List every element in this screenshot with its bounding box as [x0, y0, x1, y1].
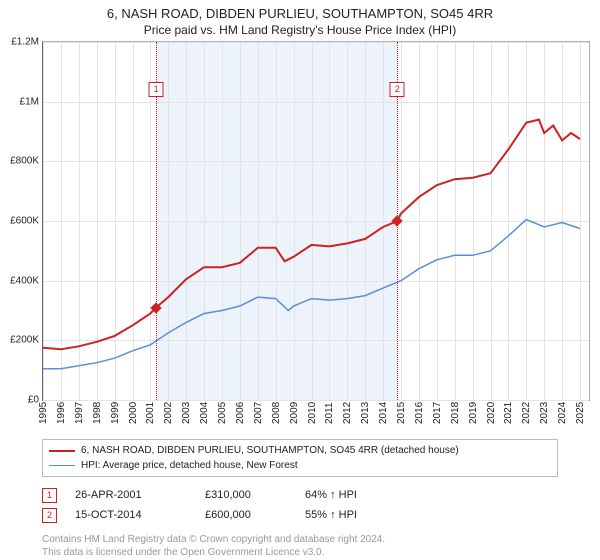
sales-table: 1 26-APR-2001£310,00064% ↑ HPI 2 15-OCT-201…: [42, 485, 558, 525]
x-axis-label: 2009: [289, 402, 300, 424]
sale-date: 15-OCT-2014: [75, 509, 205, 521]
footer-line: Contains HM Land Registry data © Crown c…: [42, 533, 558, 546]
sale-price: £310,000: [205, 489, 305, 501]
x-axis-label: 2008: [271, 402, 282, 424]
marker-box: 1: [149, 82, 164, 97]
chart-title: 6, NASH ROAD, DIBDEN PURLIEU, SOUTHAMPTO…: [0, 0, 600, 21]
x-axis-label: 2011: [324, 402, 335, 424]
x-axis-label: 2010: [307, 402, 318, 424]
marker-box: 2: [390, 82, 405, 97]
sale-marker: 1: [42, 488, 57, 503]
x-axis-label: 2003: [181, 402, 192, 424]
x-axis-label: 1999: [110, 402, 121, 424]
sale-row: 2 15-OCT-2014£600,00055% ↑ HPI: [42, 505, 558, 525]
sale-price: £600,000: [205, 509, 305, 521]
line-layer: [43, 42, 589, 400]
sale-hpi: 64% ↑ HPI: [305, 489, 425, 501]
x-axis-label: 2020: [486, 402, 497, 424]
x-axis-label: 2019: [468, 402, 479, 424]
x-axis-label: 2013: [360, 402, 371, 424]
x-axis-label: 2002: [163, 402, 174, 424]
x-axis-label: 2022: [521, 402, 532, 424]
sale-marker: 2: [42, 508, 57, 523]
chart-plot-area: £0£200K£400K£600K£800K£1M£1.2M1995199619…: [42, 41, 590, 401]
x-axis-label: 2017: [432, 402, 443, 424]
x-axis-label: 2024: [557, 402, 568, 424]
series-price_paid: [43, 120, 580, 350]
x-axis-label: 2023: [539, 402, 550, 424]
y-axis-label: £400K: [10, 275, 39, 286]
series-hpi: [43, 220, 580, 369]
x-axis-label: 2004: [199, 402, 210, 424]
x-axis-label: 2025: [575, 402, 586, 424]
legend-item: HPI: Average price, detached house, New …: [49, 458, 551, 473]
x-axis-label: 2021: [503, 402, 514, 424]
y-axis-label: £1M: [20, 96, 39, 107]
x-axis-label: 2000: [128, 402, 139, 424]
x-axis-label: 1998: [92, 402, 103, 424]
legend-label: HPI: Average price, detached house, New …: [81, 460, 298, 471]
x-axis-label: 1996: [56, 402, 67, 424]
y-axis-label: £800K: [10, 156, 39, 167]
sale-hpi: 55% ↑ HPI: [305, 509, 425, 521]
x-axis-label: 2006: [235, 402, 246, 424]
x-axis-label: 2018: [450, 402, 461, 424]
legend-box: 6, NASH ROAD, DIBDEN PURLIEU, SOUTHAMPTO…: [42, 439, 558, 477]
legend-label: 6, NASH ROAD, DIBDEN PURLIEU, SOUTHAMPTO…: [81, 445, 459, 456]
x-axis-label: 2015: [396, 402, 407, 424]
x-axis-label: 2014: [378, 402, 389, 424]
x-axis-label: 1995: [38, 402, 49, 424]
footer-line: This data is licensed under the Open Gov…: [42, 546, 558, 559]
legend-swatch: [49, 465, 75, 466]
x-axis-label: 2005: [217, 402, 228, 424]
x-axis-label: 2016: [414, 402, 425, 424]
sale-date: 26-APR-2001: [75, 489, 205, 501]
x-axis-label: 2007: [253, 402, 264, 424]
legend-swatch: [49, 450, 75, 452]
y-axis-label: £1.2M: [11, 37, 39, 48]
y-axis-label: £600K: [10, 216, 39, 227]
x-axis-label: 2012: [342, 402, 353, 424]
x-axis-label: 2001: [145, 402, 156, 424]
footer-attribution: Contains HM Land Registry data © Crown c…: [42, 533, 558, 559]
legend-item: 6, NASH ROAD, DIBDEN PURLIEU, SOUTHAMPTO…: [49, 443, 551, 458]
y-axis-label: £200K: [10, 335, 39, 346]
sale-row: 1 26-APR-2001£310,00064% ↑ HPI: [42, 485, 558, 505]
x-axis-label: 1997: [74, 402, 85, 424]
chart-subtitle: Price paid vs. HM Land Registry's House …: [0, 21, 600, 41]
